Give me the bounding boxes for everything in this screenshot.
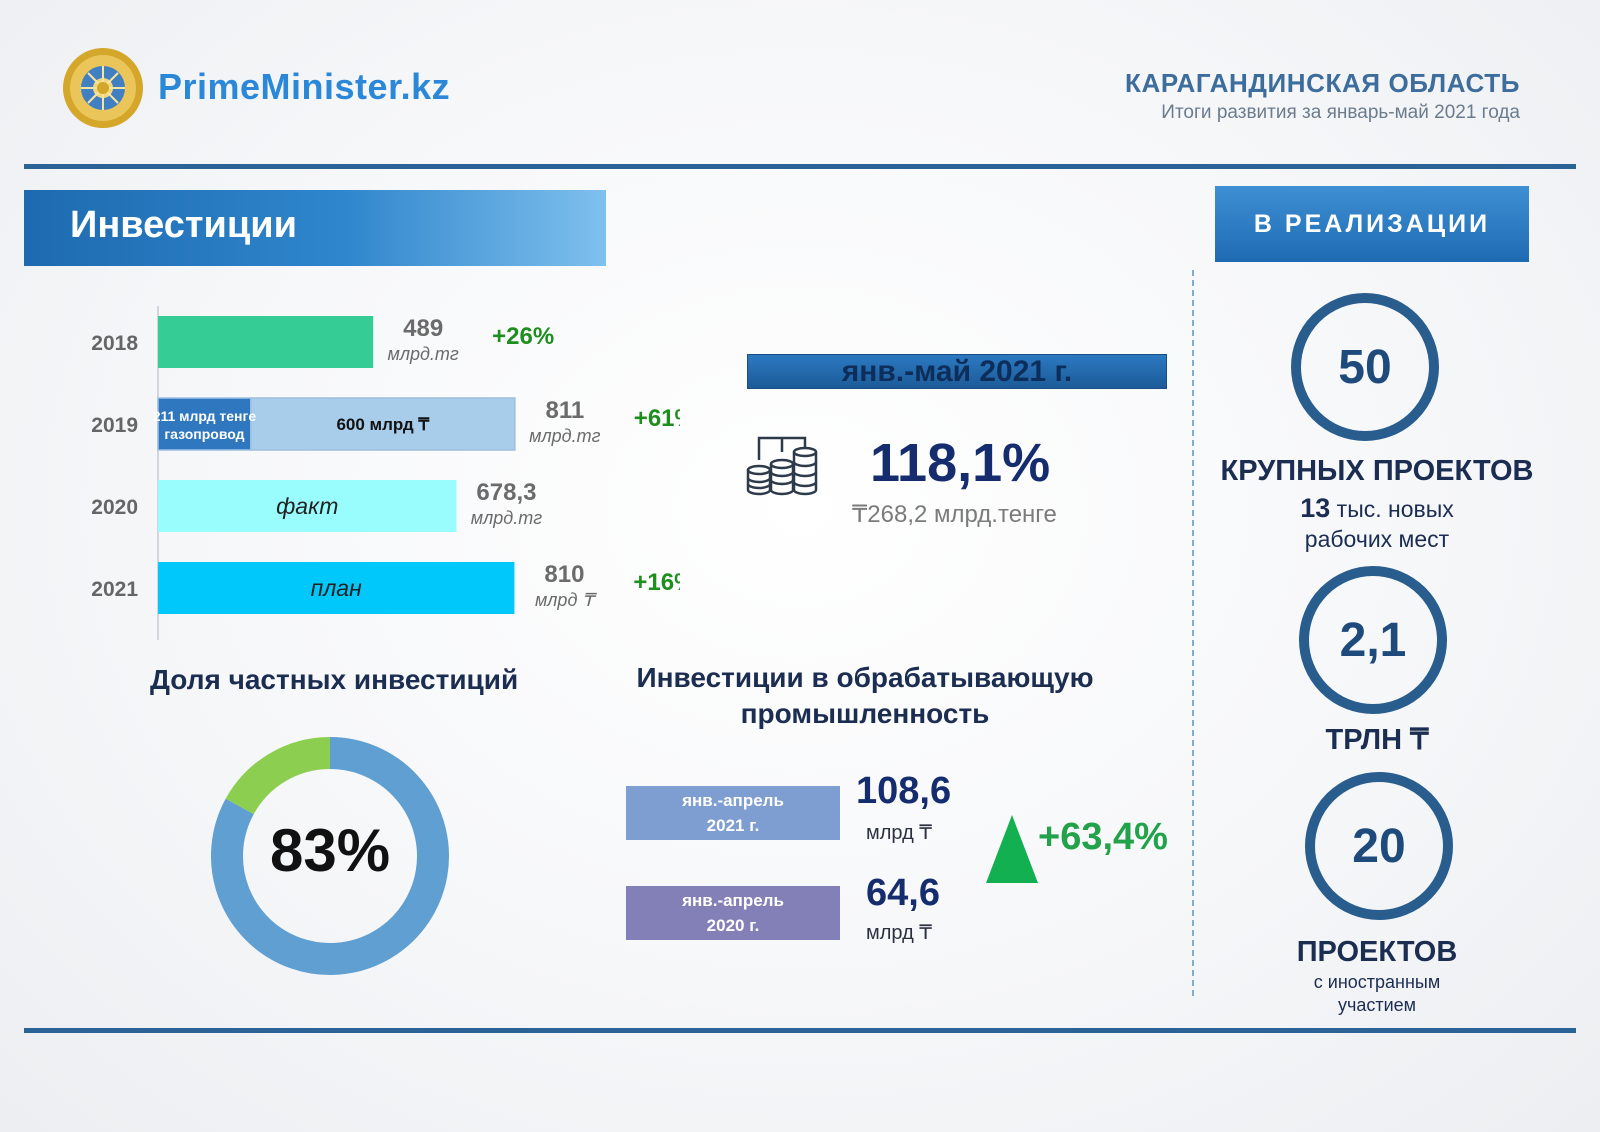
unit-label: млрд ₸ — [535, 590, 597, 610]
manufacturing-unit-2021: млрд ₸ — [866, 822, 933, 844]
segment-label: газопровод — [164, 426, 244, 442]
bar-inner-label: факт — [276, 493, 338, 519]
unit-label: млрд.тг — [387, 344, 458, 364]
trillion-label: ТРЛН ₸ — [1325, 724, 1429, 756]
growth-label: +16% — [633, 569, 680, 596]
year-label: 2020 — [91, 496, 138, 519]
year-label: 2021 г. — [706, 816, 760, 835]
top-divider — [24, 164, 1576, 169]
manufacturing-unit-2020: млрд ₸ — [866, 922, 933, 944]
value-label: 810 — [544, 561, 584, 588]
implementation-banner: В РЕАЛИЗАЦИИ — [1215, 186, 1529, 262]
value-label: 489 — [403, 315, 443, 342]
growth-label: +61% — [634, 405, 680, 432]
bar-segment-gas — [157, 397, 252, 451]
bar — [158, 316, 374, 368]
coins-icon — [746, 436, 818, 496]
section-title-banner: Инвестиции — [24, 190, 606, 266]
new-jobs-line: 13 тыс. новых — [1212, 493, 1542, 524]
year-label: 2020 г. — [706, 916, 760, 935]
trillion-ring: 2,1 — [1299, 566, 1447, 714]
manufacturing-title: Инвестиции в обрабатывающую промышленнос… — [636, 662, 1094, 729]
new-jobs-number: 13 — [1300, 493, 1331, 523]
donut-slice-other — [225, 737, 331, 815]
manufacturing-label-2020: янв.-апрель 2020 г. — [626, 886, 840, 940]
year-label: 2019 — [91, 414, 138, 437]
segment-label: 211 млрд тенге — [153, 408, 257, 424]
projects-count-ring: 50 — [1291, 293, 1439, 441]
foreign-projects-label: ПРОЕКТОВ — [1296, 936, 1458, 968]
manufacturing-label-2021: янв.-апрель 2021 г. — [626, 786, 840, 840]
bar-inner-label: план — [311, 575, 362, 601]
bottom-divider — [24, 1028, 1576, 1033]
foreign-projects-ring: 20 — [1305, 772, 1453, 920]
value-label: 811 — [545, 397, 584, 424]
donut-slice-private — [211, 737, 449, 975]
new-jobs-line-2: рабочих мест — [1304, 526, 1450, 552]
region-title: КАРАГАНДИНСКАЯ ОБЛАСТЬ — [1125, 68, 1520, 98]
growth-label: +26% — [492, 323, 554, 350]
period-label: янв.-апрель — [682, 891, 784, 910]
private-share-donut — [211, 737, 449, 975]
unit-label: млрд.тг — [529, 426, 600, 446]
foreign-participation-line-2: участием — [1337, 995, 1417, 1015]
brand-logo-text: PrimeMinister.kz — [158, 66, 451, 107]
column-divider — [1192, 270, 1194, 996]
investment-amount: ₸268,2 млрд.тенге — [852, 501, 1057, 528]
year-label: 2021 — [91, 578, 138, 601]
period-banner: янв.-май 2021 г. — [747, 354, 1167, 389]
bar — [158, 480, 457, 532]
segment-label: 600 млрд ₸ — [336, 415, 429, 434]
manufacturing-value-2021: 108,6 — [856, 770, 952, 812]
year-label: 2018 — [91, 332, 138, 355]
growth-percent: 118,1% — [870, 433, 1051, 493]
new-jobs-text: тыс. новых — [1330, 496, 1454, 522]
unit-label: млрд.тг — [471, 508, 542, 528]
manufacturing-value-2020: 64,6 — [866, 872, 940, 914]
donut-center-label: 83% — [269, 817, 391, 884]
period-label: янв.-апрель — [682, 791, 784, 810]
foreign-participation-line-1: с иностранным — [1313, 972, 1441, 992]
bar-segment-rest — [250, 397, 516, 451]
growth-up-arrow-icon — [986, 815, 1038, 883]
manufacturing-growth: +63,4% — [1038, 816, 1168, 858]
large-projects-label: КРУПНЫХ ПРОЕКТОВ — [1220, 455, 1534, 487]
value-label: 678,3 — [476, 479, 536, 506]
bar — [158, 562, 515, 614]
kazakhstan-emblem-icon — [63, 48, 143, 128]
private-share-title: Доля частных инвестиций — [150, 664, 519, 695]
report-subtitle: Итоги развития за январь-май 2021 года — [1161, 102, 1520, 123]
